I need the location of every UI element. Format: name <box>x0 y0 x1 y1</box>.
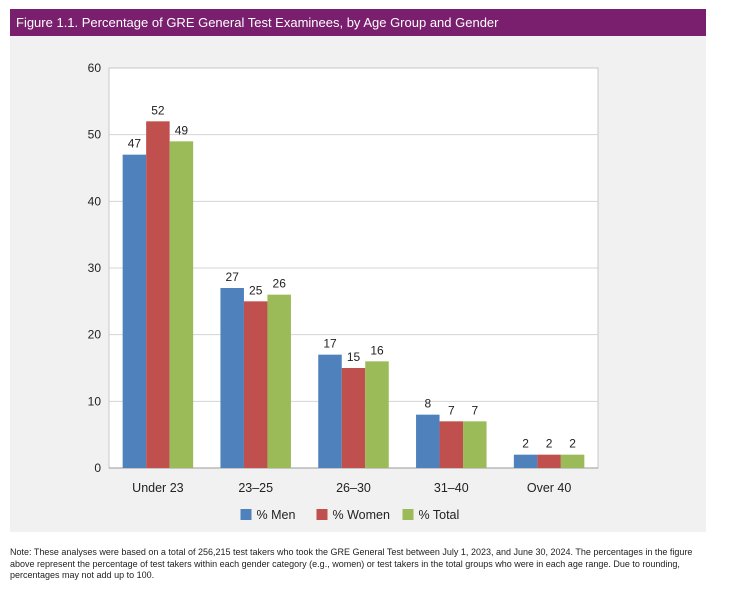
y-tick-label: 40 <box>88 194 102 208</box>
data-label: 27 <box>226 270 240 284</box>
y-tick-label: 0 <box>94 461 101 475</box>
data-label: 8 <box>424 397 431 411</box>
x-tick-label: 23–25 <box>238 481 273 495</box>
data-label: 26 <box>273 277 287 291</box>
chart-panel: 0 10 20 30 40 50 60 47 52 49 Under 23 27 25 26 23–25 17… <box>10 36 706 532</box>
legend-swatch <box>240 509 252 520</box>
bar <box>416 414 440 468</box>
y-tick-label: 20 <box>88 328 102 342</box>
bar <box>341 368 366 468</box>
y-tick-label: 60 <box>88 61 102 75</box>
legend-label: % Total <box>419 508 460 522</box>
x-tick-label: Over 40 <box>527 481 572 495</box>
x-tick-label: Under 23 <box>132 481 183 495</box>
legend-swatch <box>402 509 414 520</box>
data-label: 52 <box>151 103 165 117</box>
data-label: 7 <box>471 403 478 417</box>
bar <box>537 454 561 468</box>
data-label: 7 <box>448 403 455 417</box>
bar <box>439 421 464 468</box>
bar <box>267 294 291 468</box>
data-label: 2 <box>522 437 529 451</box>
bar <box>365 361 389 468</box>
chart-note: Note: These analyses were based on a tot… <box>10 547 693 580</box>
y-tick-label: 30 <box>88 261 102 275</box>
data-label: 16 <box>370 343 384 357</box>
x-tick-label: 26–30 <box>336 481 371 495</box>
bar <box>243 301 268 468</box>
bar <box>560 454 585 468</box>
legend-label: % Men <box>257 508 296 522</box>
data-label: 15 <box>347 350 361 364</box>
y-tick-label: 10 <box>88 394 102 408</box>
bar <box>146 121 170 468</box>
y-tick-label: 50 <box>88 128 102 142</box>
data-label: 17 <box>323 337 337 351</box>
legend-label: % Women <box>333 508 390 522</box>
bar <box>220 288 244 468</box>
bar <box>122 154 147 468</box>
bar <box>463 421 487 468</box>
x-tick-label: 31–40 <box>434 481 469 495</box>
data-label: 25 <box>249 283 263 297</box>
legend-swatch <box>316 509 328 520</box>
bar <box>169 141 194 468</box>
data-label: 2 <box>569 437 576 451</box>
figure-title: Figure 1.1. Percentage of GRE General Te… <box>10 9 706 36</box>
data-label: 49 <box>175 123 189 137</box>
bar <box>318 354 342 468</box>
data-label: 47 <box>128 137 142 151</box>
bar <box>513 454 538 468</box>
data-label: 2 <box>546 437 553 451</box>
